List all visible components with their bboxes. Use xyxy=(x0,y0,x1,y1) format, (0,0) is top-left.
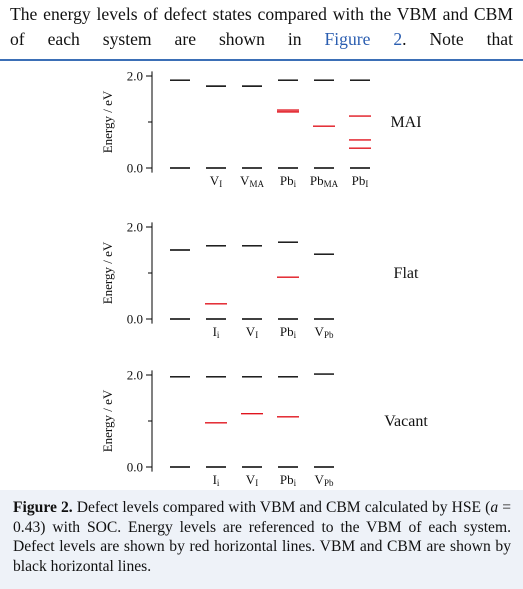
category-sub: i xyxy=(294,330,297,340)
y-tick-label: 0.0 xyxy=(127,460,143,475)
category-sub: I xyxy=(255,478,258,488)
category-label: Ii xyxy=(213,472,220,488)
category-label: VMA xyxy=(240,173,264,189)
category-label: VI xyxy=(246,324,258,340)
category-base: Pb xyxy=(310,173,324,188)
category-sub: i xyxy=(217,330,220,340)
category-base: V xyxy=(210,173,220,188)
category-base: V xyxy=(246,472,256,487)
category-label: VPb xyxy=(315,324,334,340)
category-sub: Pb xyxy=(324,330,334,340)
caption-label: Figure 2. xyxy=(13,499,73,516)
caption-text: Defect levels compared with VBM and CBM … xyxy=(76,499,491,516)
category-sub: i xyxy=(294,179,297,189)
category-sub: i xyxy=(217,478,220,488)
category-sub: MA xyxy=(324,179,339,189)
category-label: VI xyxy=(210,173,222,189)
body-text: The energy levels of defect states compa… xyxy=(10,2,513,52)
y-axis-label: Energy / eV xyxy=(100,241,115,304)
y-tick-label: 2.0 xyxy=(127,69,143,84)
category-sub: I xyxy=(219,179,222,189)
text: . Note that xyxy=(402,29,513,49)
caption: Figure 2. Defect levels compared with VB… xyxy=(0,490,523,589)
category-label: PbMA xyxy=(310,173,339,189)
category-base: V xyxy=(315,472,325,487)
category-base: I xyxy=(213,472,217,487)
text: The energy levels of defect states compa… xyxy=(10,4,513,49)
category-base: Pb xyxy=(280,173,294,188)
category-label: VI xyxy=(246,472,258,488)
panel-title: MAI xyxy=(390,114,421,131)
category-base: Pb xyxy=(352,173,366,188)
category-label: VPb xyxy=(315,472,334,488)
category-label: Pbi xyxy=(280,472,297,488)
category-sub: i xyxy=(294,478,297,488)
separator xyxy=(0,59,523,61)
y-tick-label: 2.0 xyxy=(127,368,143,383)
category-label: Pbi xyxy=(280,324,297,340)
caption-text: = 0.43) with SOC. Energy levels are refe… xyxy=(13,499,511,575)
category-base: V xyxy=(240,173,250,188)
panel-title: Vacant xyxy=(384,413,428,430)
category-base: Pb xyxy=(280,324,294,339)
y-axis-label: Energy / eV xyxy=(100,389,115,452)
figure-link[interactable]: Figure 2 xyxy=(324,29,403,49)
caption-text: a xyxy=(490,499,499,516)
y-tick-label: 0.0 xyxy=(127,161,143,176)
category-base: V xyxy=(315,324,325,339)
category-base: I xyxy=(213,324,217,339)
category-sub: Pb xyxy=(324,478,334,488)
category-label: Ii xyxy=(213,324,220,340)
category-label: PbI xyxy=(352,173,369,189)
y-tick-label: 2.0 xyxy=(127,220,143,235)
category-sub: I xyxy=(255,330,258,340)
category-base: Pb xyxy=(280,472,294,487)
panel-title: Flat xyxy=(394,265,419,282)
category-base: V xyxy=(246,324,256,339)
category-sub: MA xyxy=(249,179,264,189)
y-axis-label: Energy / eV xyxy=(100,90,115,153)
category-sub: I xyxy=(365,179,368,189)
y-tick-label: 0.0 xyxy=(127,312,143,327)
category-label: Pbi xyxy=(280,173,297,189)
